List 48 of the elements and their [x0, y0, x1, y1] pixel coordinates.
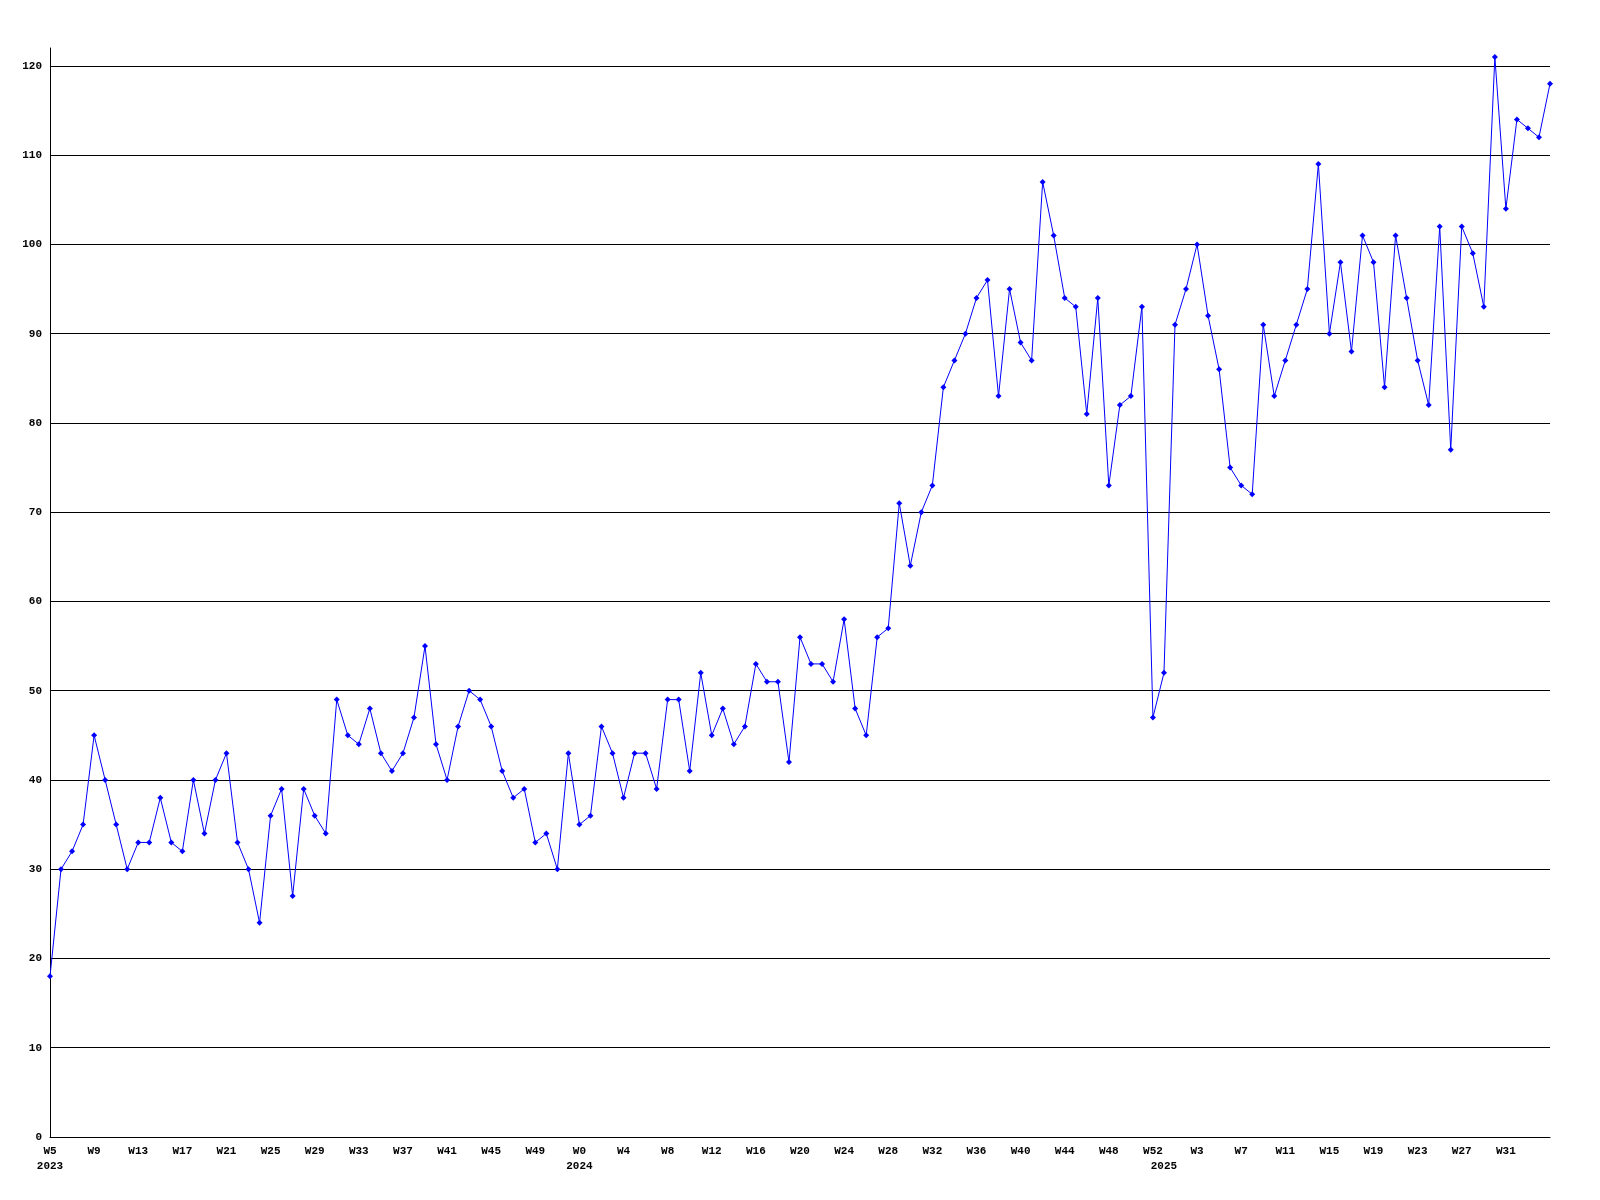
x-tick-label: W37 — [393, 1144, 413, 1157]
x-tick-label: W15 — [1319, 1144, 1340, 1157]
y-tick-label: 10 — [28, 1041, 42, 1054]
y-tick-label: 70 — [28, 506, 42, 519]
x-tick-label: W36 — [966, 1144, 987, 1157]
x-tick-label: W23 — [1407, 1144, 1428, 1157]
x-tick-label: W24 — [834, 1144, 855, 1157]
x-tick-label: W31 — [1495, 1144, 1517, 1157]
y-tick-label: 90 — [28, 327, 42, 340]
x-tick-label: W9 — [87, 1144, 101, 1157]
x-tick-label: W29 — [304, 1144, 325, 1157]
y-tick-label: 30 — [28, 863, 42, 876]
x-tick-label: W49 — [525, 1144, 546, 1157]
y-tick-label: 80 — [28, 416, 42, 429]
x-tick-label: W45 — [481, 1144, 502, 1157]
x-tick-label: W32 — [922, 1144, 943, 1157]
x-tick-label: 2025 — [1150, 1159, 1178, 1172]
y-tick-label: 50 — [28, 684, 42, 697]
x-tick-label: W40 — [1010, 1144, 1031, 1157]
x-tick-label: W16 — [745, 1144, 766, 1157]
x-tick-label: W8 — [661, 1144, 675, 1157]
x-tick-label: W7 — [1234, 1144, 1248, 1157]
x-tick-label: W27 — [1451, 1144, 1472, 1157]
y-tick-label: 120 — [22, 59, 42, 72]
y-tick-label: 20 — [28, 952, 42, 965]
x-tick-label: W48 — [1098, 1144, 1120, 1157]
x-tick-label: W0 2024 — [566, 1144, 594, 1172]
y-tick-label: 110 — [22, 149, 42, 162]
x-tick-label: W41 — [437, 1144, 458, 1157]
y-tick-label: 60 — [28, 595, 42, 608]
x-tick-label: W3 — [1190, 1144, 1205, 1157]
x-tick-label: W19 — [1363, 1144, 1384, 1157]
x-tick-label: W44 — [1054, 1144, 1075, 1157]
x-tick-label: W11 — [1275, 1144, 1296, 1157]
y-tick-label: 40 — [28, 773, 42, 786]
x-tick-label: W25 — [260, 1144, 281, 1157]
x-tick-label: W17 — [172, 1144, 193, 1157]
x-tick-label: W20 — [790, 1144, 810, 1157]
y-tick-label: 100 — [22, 238, 42, 251]
x-tick-label: W28 — [878, 1144, 899, 1157]
x-tick-label: W33 — [348, 1144, 370, 1157]
x-tick-label: W4 — [616, 1144, 631, 1157]
x-tick-label: W13 — [128, 1144, 149, 1157]
y-tick-label: 0 — [35, 1131, 42, 1143]
x-tick-label: W52 — [1143, 1144, 1163, 1157]
x-tick-label: W5 2023 — [36, 1144, 64, 1172]
x-tick-label: W21 — [216, 1144, 237, 1157]
x-tick-label: W12 — [701, 1144, 722, 1157]
